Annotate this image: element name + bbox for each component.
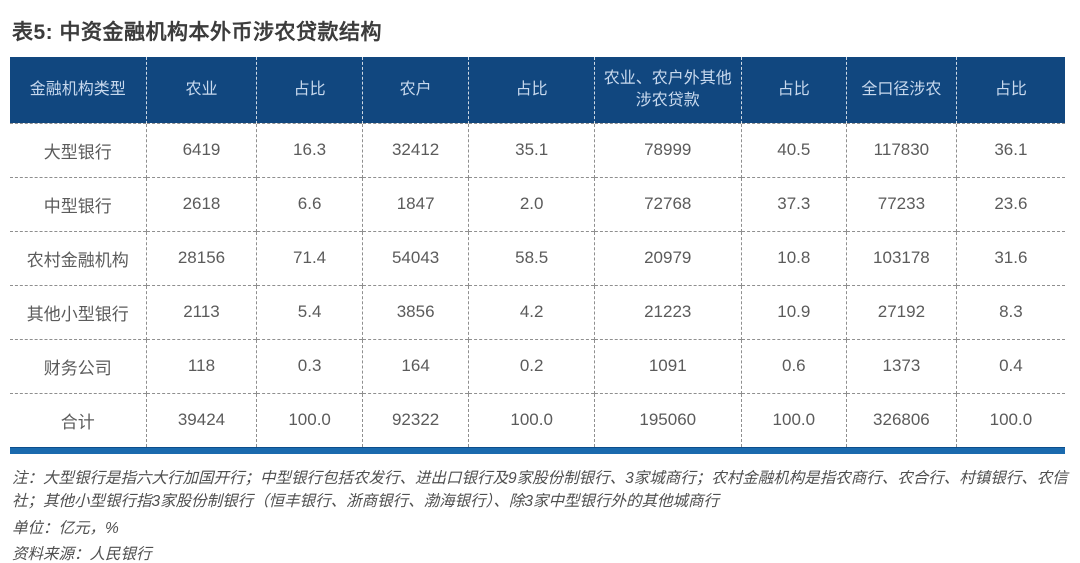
table-row-other-small-banks: 其他小型银行 2113 5.4 3856 4.2 21223 10.9 2719… bbox=[10, 284, 1065, 339]
row-label: 大型银行 bbox=[10, 122, 147, 177]
data-cell: 2113 bbox=[146, 284, 258, 339]
data-cell: 0.4 bbox=[956, 338, 1065, 393]
data-cell: 1847 bbox=[362, 176, 470, 231]
header-cell-other-share: 占比 bbox=[741, 57, 848, 123]
data-cell: 28156 bbox=[146, 230, 258, 285]
page-title: 表5: 中资金融机构本外币涉农贷款结构 bbox=[12, 21, 383, 44]
table-row-total: 合计 39424 100.0 92322 100.0 195060 100.0 … bbox=[10, 392, 1065, 447]
header-cell-farmers-share: 占比 bbox=[468, 57, 595, 123]
data-cell: 31.6 bbox=[956, 230, 1065, 285]
row-label: 农村金融机构 bbox=[10, 230, 147, 285]
data-cell: 118 bbox=[146, 338, 258, 393]
data-cell: 0.2 bbox=[468, 338, 595, 393]
data-cell: 58.5 bbox=[468, 230, 595, 285]
header-cell-other-agri-loans: 农业、农户外其他涉农贷款 bbox=[594, 57, 742, 123]
data-cell: 23.6 bbox=[956, 176, 1065, 231]
data-cell: 10.9 bbox=[741, 284, 848, 339]
data-cell: 21223 bbox=[594, 284, 742, 339]
header-cell-institution-type: 金融机构类型 bbox=[10, 57, 147, 123]
data-cell: 72768 bbox=[594, 176, 742, 231]
table-row-rural-institutions: 农村金融机构 28156 71.4 54043 58.5 20979 10.8 … bbox=[10, 230, 1065, 285]
row-label: 其他小型银行 bbox=[10, 284, 147, 339]
source-note: 资料来源：人民银行 bbox=[12, 545, 152, 563]
data-cell: 6.6 bbox=[256, 176, 363, 231]
data-cell: 35.1 bbox=[468, 122, 595, 177]
data-cell: 77233 bbox=[846, 176, 957, 231]
data-cell: 103178 bbox=[846, 230, 957, 285]
data-cell: 40.5 bbox=[741, 122, 848, 177]
data-cell: 100.0 bbox=[956, 392, 1065, 447]
header-cell-farmers: 农户 bbox=[362, 57, 470, 123]
data-cell: 6419 bbox=[146, 122, 258, 177]
data-cell: 32412 bbox=[362, 122, 470, 177]
data-cell: 20979 bbox=[594, 230, 742, 285]
header-cell-agriculture: 农业 bbox=[146, 57, 258, 123]
data-cell: 117830 bbox=[846, 122, 957, 177]
data-cell: 10.8 bbox=[741, 230, 848, 285]
data-cell: 164 bbox=[362, 338, 470, 393]
data-cell: 8.3 bbox=[956, 284, 1065, 339]
header-cell-agriculture-share: 占比 bbox=[256, 57, 363, 123]
header-cell-total-agri: 全口径涉农 bbox=[846, 57, 957, 123]
data-cell: 4.2 bbox=[468, 284, 595, 339]
table-row-finance-companies: 财务公司 118 0.3 164 0.2 1091 0.6 1373 0.4 bbox=[10, 338, 1065, 393]
footnotes: 注：大型银行是指六大行加国开行；中型银行包括农发行、进出口银行及9家股份制银行、… bbox=[12, 467, 1070, 563]
data-cell: 71.4 bbox=[256, 230, 363, 285]
data-cell: 100.0 bbox=[256, 392, 363, 447]
data-cell: 100.0 bbox=[741, 392, 848, 447]
row-label: 合计 bbox=[10, 392, 147, 447]
table-row-medium-banks: 中型银行 2618 6.6 1847 2.0 72768 37.3 77233 … bbox=[10, 176, 1065, 231]
data-cell: 5.4 bbox=[256, 284, 363, 339]
data-cell: 16.3 bbox=[256, 122, 363, 177]
row-label: 财务公司 bbox=[10, 338, 147, 393]
data-cell: 2618 bbox=[146, 176, 258, 231]
data-cell: 326806 bbox=[846, 392, 957, 447]
data-cell: 3856 bbox=[362, 284, 470, 339]
data-cell: 37.3 bbox=[741, 176, 848, 231]
data-cell: 100.0 bbox=[468, 392, 595, 447]
row-label: 中型银行 bbox=[10, 176, 147, 231]
header-row: 金融机构类型 农业 占比 农户 占比 农业、农户外其他涉农贷款 占比 全口径涉农… bbox=[10, 57, 1065, 123]
bottom-accent-bar bbox=[10, 447, 1065, 454]
data-cell: 1091 bbox=[594, 338, 742, 393]
data-cell: 0.3 bbox=[256, 338, 363, 393]
data-cell: 195060 bbox=[594, 392, 742, 447]
data-cell: 78999 bbox=[594, 122, 742, 177]
table-header: 金融机构类型 农业 占比 农户 占比 农业、农户外其他涉农贷款 占比 全口径涉农… bbox=[10, 57, 1065, 123]
data-cell: 0.6 bbox=[741, 338, 848, 393]
data-cell: 39424 bbox=[146, 392, 258, 447]
unit-note: 单位：亿元，% bbox=[12, 519, 119, 537]
header-cell-total-share: 占比 bbox=[956, 57, 1065, 123]
loan-structure-table: 金融机构类型 农业 占比 农户 占比 农业、农户外其他涉农贷款 占比 全口径涉农… bbox=[10, 57, 1065, 447]
table-note: 注：大型银行是指六大行加国开行；中型银行包括农发行、进出口银行及9家股份制银行、… bbox=[12, 470, 1068, 511]
data-cell: 27192 bbox=[846, 284, 957, 339]
table-row-large-banks: 大型银行 6419 16.3 32412 35.1 78999 40.5 117… bbox=[10, 122, 1065, 177]
data-cell: 1373 bbox=[846, 338, 957, 393]
data-cell: 36.1 bbox=[956, 122, 1065, 177]
table-body: 大型银行 6419 16.3 32412 35.1 78999 40.5 117… bbox=[10, 122, 1065, 447]
data-cell: 54043 bbox=[362, 230, 470, 285]
data-cell: 92322 bbox=[362, 392, 470, 447]
data-cell: 2.0 bbox=[468, 176, 595, 231]
